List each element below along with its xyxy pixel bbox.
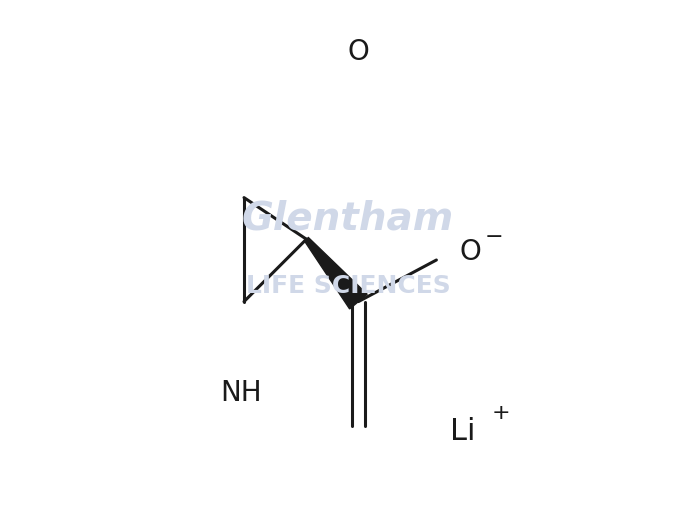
Text: NH: NH bbox=[221, 379, 262, 407]
Text: LIFE SCIENCES: LIFE SCIENCES bbox=[246, 274, 450, 298]
Text: O: O bbox=[459, 238, 481, 266]
Text: O: O bbox=[347, 38, 370, 66]
Text: +: + bbox=[492, 404, 511, 423]
Polygon shape bbox=[304, 238, 367, 309]
Text: Li: Li bbox=[450, 417, 475, 446]
Text: Glentham: Glentham bbox=[242, 199, 454, 238]
Text: −: − bbox=[484, 227, 503, 246]
